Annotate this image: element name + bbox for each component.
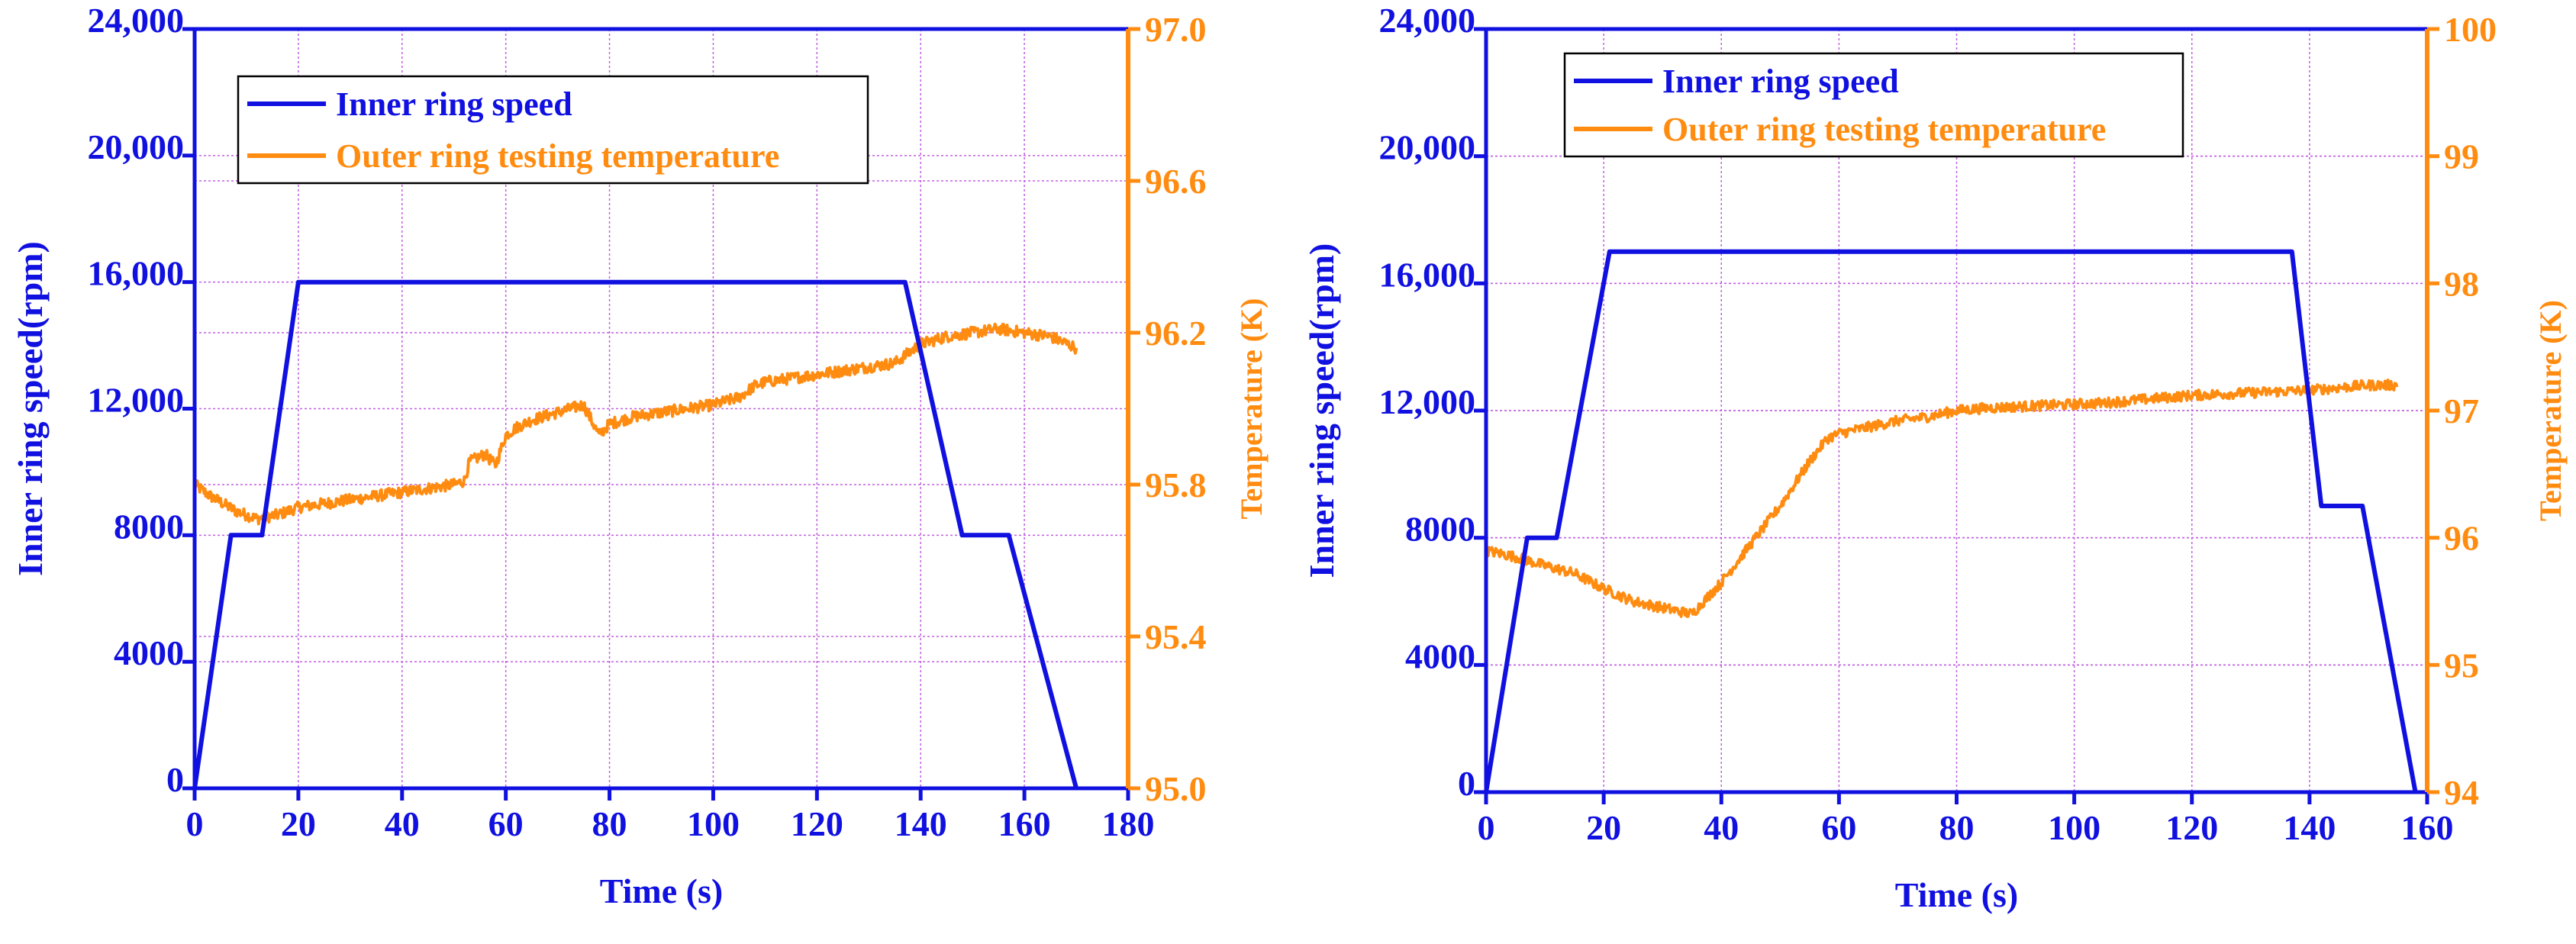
x-tick-labels-left: 0 20 40 60 80 100 120 140 160 180: [186, 804, 1155, 843]
y-right-tick-label: 95: [2444, 646, 2479, 685]
plot-lines-left: [192, 279, 1078, 789]
x-axis-title: Time (s): [1895, 875, 2018, 914]
legend-box: [237, 75, 869, 185]
chart-left: 0 20 40 60 80 100 120 140 160 180 0 4000…: [11, 1, 1269, 910]
y-right-tick-labels-right: 94 95 96 97 98 99 100: [2444, 10, 2497, 812]
y-right-axis-title: Temperature (K): [1234, 298, 1269, 520]
y-right-tick-label: 99: [2444, 137, 2479, 176]
y-axis-title: Inner ring speed(rpm): [11, 241, 50, 576]
x-tick-label: 180: [1102, 804, 1155, 843]
x-axis-title: Time (s): [600, 872, 723, 910]
y-right-tick-labels-left: 95.0 95.4 95.8 96.2 96.6 97.0: [1145, 10, 1207, 808]
speed-series-line: [1484, 249, 2418, 793]
y-right-tick-label: 95.0: [1145, 769, 1207, 808]
y-right-tick-label: 95.8: [1145, 466, 1207, 504]
y-tick-labels-right: 0 4000 8000 12,000 16,000 20,000 24,000: [1379, 1, 1476, 803]
y-right-tick-label: 95.4: [1145, 617, 1207, 656]
y-tick-label: 12,000: [88, 381, 185, 420]
y-right-axis-title: Temperature (K): [2533, 300, 2568, 521]
x-tick-label: 60: [1821, 808, 1856, 847]
y-tick-label: 16,000: [1379, 255, 1476, 294]
legend-right: Inner ring speed Outer ring testing temp…: [1563, 52, 2184, 158]
chart-right: 0 20 40 60 80 100 120 140 160 0 4000 800…: [1302, 1, 2568, 914]
x-tick-labels-right: 0 20 40 60 80 100 120 140 160: [1478, 808, 2454, 847]
speed-series-line: [192, 279, 1078, 789]
x-tick-label: 0: [186, 804, 204, 843]
y-right-tick-label: 98: [2444, 264, 2479, 303]
temperature-series-line: [193, 322, 1078, 526]
x-tick-label: 20: [1586, 808, 1621, 847]
x-tick-label: 60: [488, 804, 524, 843]
legend-label-speed: Inner ring speed: [336, 85, 572, 123]
y-tick-label: 24,000: [1379, 1, 1476, 40]
x-tick-label: 140: [895, 804, 947, 843]
legend-left: Inner ring speed Outer ring testing temp…: [237, 75, 869, 185]
legend-label-speed: Inner ring speed: [1662, 63, 1899, 100]
x-tick-label: 120: [791, 804, 843, 843]
tick-marks-right: [1474, 27, 2439, 804]
x-tick-label: 0: [1478, 808, 1495, 847]
x-tick-label: 100: [2048, 808, 2100, 847]
y-tick-label: 20,000: [1379, 128, 1476, 167]
x-tick-label: 160: [998, 804, 1051, 843]
y-right-tick-label: 96.2: [1145, 314, 1207, 353]
y-tick-label: 8000: [1405, 510, 1475, 549]
x-tick-label: 140: [2283, 808, 2336, 847]
y-tick-label: 4000: [114, 633, 184, 672]
x-tick-label: 20: [281, 804, 316, 843]
y-right-tick-label: 97: [2444, 391, 2479, 430]
tick-marks-left: [182, 27, 1140, 801]
plot-lines-right: [1484, 249, 2418, 793]
x-tick-label: 120: [2165, 808, 2218, 847]
y-right-tick-label: 97.0: [1145, 10, 1207, 49]
x-tick-label: 100: [687, 804, 740, 843]
y-tick-label: 16,000: [88, 254, 185, 293]
y-tick-labels-left: 0 4000 8000 12,000 16,000 20,000 24,000: [88, 1, 185, 799]
legend-box: [1563, 52, 2184, 158]
x-tick-label: 80: [592, 804, 627, 843]
x-tick-label: 80: [1939, 808, 1975, 847]
x-tick-label: 160: [2401, 808, 2454, 847]
grid-left: [195, 29, 1128, 788]
y-tick-label: 24,000: [88, 1, 185, 40]
y-tick-label: 0: [166, 760, 184, 799]
x-tick-label: 40: [385, 804, 420, 843]
x-tick-label: 40: [1704, 808, 1739, 847]
y-tick-label: 0: [1458, 764, 1475, 803]
y-tick-label: 8000: [114, 507, 184, 546]
y-axis-title: Inner ring speed(rpm): [1302, 243, 1341, 578]
legend-label-temperature: Outer ring testing temperature: [336, 137, 779, 175]
temperature-series-line: [1485, 379, 2399, 618]
y-tick-label: 12,000: [1379, 382, 1476, 421]
y-right-tick-label: 96.6: [1145, 162, 1207, 201]
y-right-tick-label: 94: [2444, 773, 2479, 812]
y-tick-label: 20,000: [88, 127, 185, 166]
y-tick-label: 4000: [1405, 636, 1475, 675]
y-right-tick-label: 100: [2444, 10, 2497, 49]
y-right-tick-label: 96: [2444, 519, 2479, 558]
legend-label-temperature: Outer ring testing temperature: [1662, 111, 2106, 148]
